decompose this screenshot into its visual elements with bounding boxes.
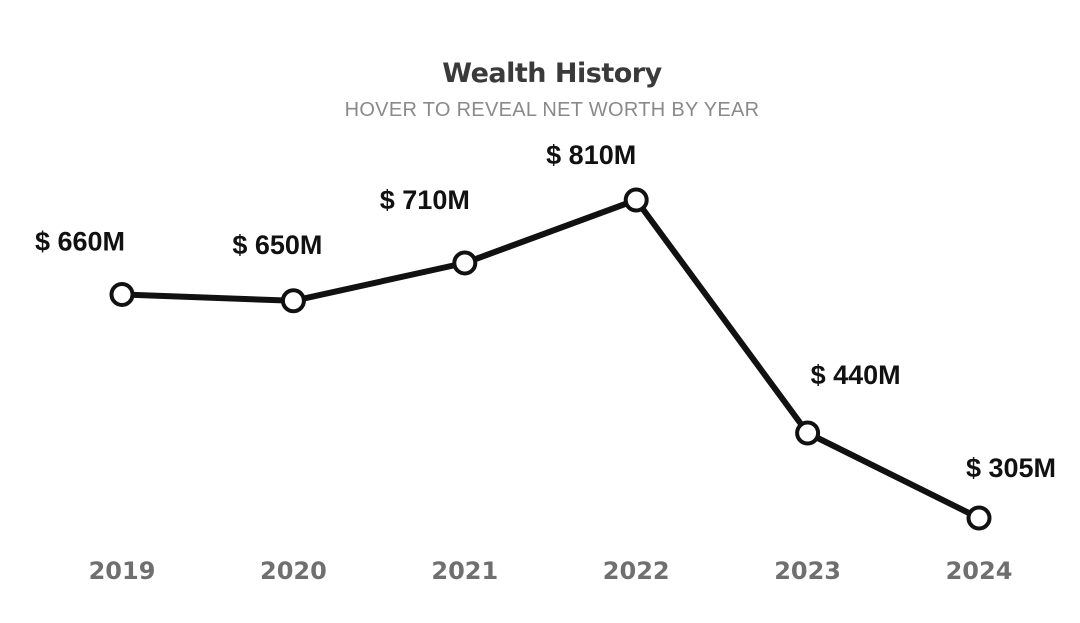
chart-subtitle: HOVER TO REVEAL NET WORTH BY YEAR bbox=[344, 99, 760, 121]
point-marker-layer bbox=[109, 187, 992, 531]
x-tick-label-2022: 2022 bbox=[603, 557, 670, 585]
x-tick-label-2021: 2021 bbox=[431, 557, 498, 585]
data-point-2019[interactable] bbox=[109, 281, 135, 307]
x-tick-label-2023: 2023 bbox=[774, 557, 841, 585]
data-point-2021[interactable] bbox=[452, 250, 478, 276]
data-point-2024[interactable] bbox=[966, 505, 992, 531]
data-point-2022[interactable] bbox=[623, 187, 649, 213]
x-tick-label-2019: 2019 bbox=[89, 557, 156, 585]
chart-title: Wealth History bbox=[442, 58, 662, 89]
data-point-2020[interactable] bbox=[280, 288, 306, 314]
data-label-2021: $ 710M bbox=[380, 185, 470, 215]
series-line-layer bbox=[119, 197, 982, 521]
x-axis-tick-labels: 2019 2020 2021 2022 2023 2024 bbox=[89, 557, 1013, 585]
data-label-2023: $ 440M bbox=[811, 360, 901, 390]
series-line bbox=[119, 197, 982, 521]
data-label-2022: $ 810M bbox=[546, 140, 636, 170]
data-label-2020: $ 650M bbox=[232, 230, 322, 260]
x-tick-label-2020: 2020 bbox=[260, 557, 327, 585]
data-label-layer: $ 660M $ 650M $ 710M $ 810M $ 440M $ 305M bbox=[35, 140, 1056, 483]
data-label-2024: $ 305M bbox=[966, 453, 1056, 483]
data-label-2019: $ 660M bbox=[35, 226, 125, 256]
x-tick-label-2024: 2024 bbox=[946, 557, 1013, 585]
data-point-2023[interactable] bbox=[795, 420, 821, 446]
